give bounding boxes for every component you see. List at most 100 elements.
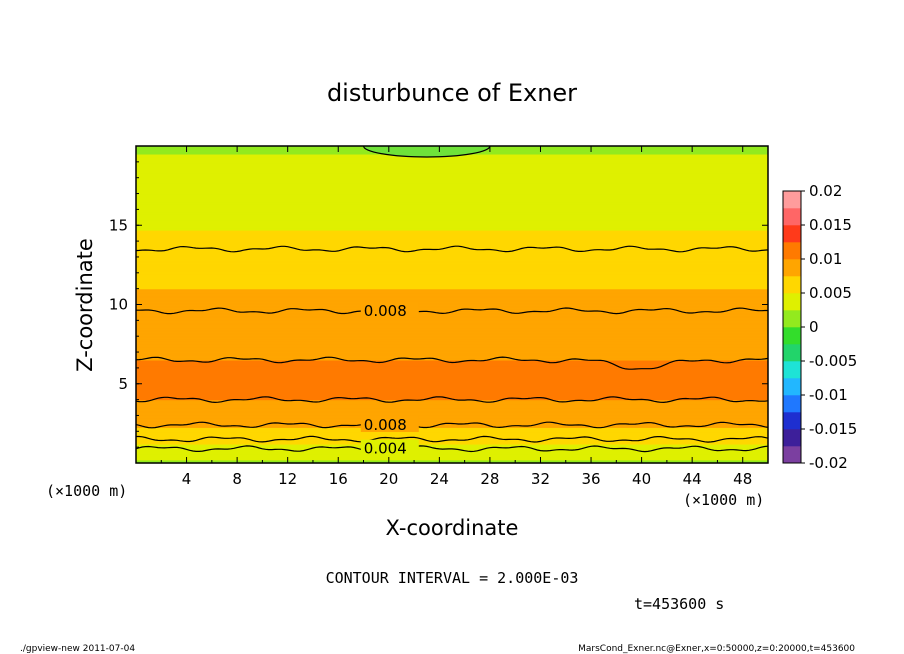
color-band: [136, 263, 768, 265]
color-band: [136, 241, 768, 243]
color-band: [136, 319, 768, 321]
color-band: [136, 350, 768, 352]
color-band: [136, 253, 768, 256]
color-band: [136, 381, 768, 383]
color-band: [136, 409, 768, 411]
color-band: [136, 233, 768, 236]
colorbar-cell: [783, 344, 801, 362]
color-band: [136, 339, 768, 341]
color-band: [136, 447, 768, 449]
color-band: [136, 213, 768, 215]
color-band: [136, 343, 768, 345]
color-band: [136, 189, 768, 191]
color-band: [136, 249, 768, 251]
color-band: [136, 181, 768, 184]
color-band: [136, 457, 768, 459]
color-band: [136, 283, 768, 286]
color-band: [136, 302, 768, 304]
contour-label-bg: [360, 301, 419, 318]
colorbar-cell: [783, 259, 801, 277]
color-band: [136, 161, 768, 164]
color-band: [136, 220, 768, 222]
colorbar-cell: [783, 327, 801, 345]
color-band: [136, 390, 768, 392]
color-band: [136, 210, 768, 213]
color-band: [136, 392, 768, 394]
color-band: [136, 443, 768, 446]
color-band: [136, 172, 768, 174]
color-band: [136, 451, 768, 454]
color-band: [136, 355, 768, 357]
color-band: [136, 367, 768, 369]
color-band: [136, 386, 768, 389]
color-band: [136, 278, 768, 280]
color-band: [136, 204, 768, 207]
color-band: [136, 417, 768, 419]
colorbar-cell: [783, 310, 801, 328]
color-band: [136, 296, 768, 298]
color-band: [136, 249, 768, 252]
color-band: [136, 279, 768, 282]
color-band: [136, 312, 768, 314]
color-band: [136, 300, 768, 302]
color-band: [136, 297, 768, 299]
color-band: [136, 454, 768, 456]
color-band: [136, 206, 768, 208]
color-band: [136, 437, 768, 440]
color-band: [136, 446, 768, 448]
color-band: [136, 334, 768, 337]
color-band: [136, 317, 768, 319]
contour-line: [136, 307, 768, 315]
color-band: [136, 372, 768, 375]
color-band: [136, 234, 768, 237]
color-band: [136, 431, 768, 433]
color-band: [136, 207, 768, 209]
color-band: [136, 235, 768, 237]
color-band: [136, 310, 768, 312]
color-band: [136, 340, 768, 343]
color-band: [136, 357, 768, 359]
color-band: [136, 430, 768, 432]
color-band: [136, 443, 768, 445]
color-band: [136, 321, 768, 324]
color-band: [136, 186, 768, 188]
colorbar: 0.02 0.015 0.01 0.005 0 -0.005 -0.01 -0.015 -0.0…: [782, 182, 857, 472]
contour-label-bg: [360, 439, 419, 456]
color-band: [136, 207, 768, 210]
color-band: [136, 413, 768, 416]
color-band: [136, 192, 768, 195]
color-band: [136, 176, 768, 178]
color-band: [136, 364, 768, 367]
color-band: [136, 219, 768, 222]
color-band: [136, 257, 768, 260]
color-band: [136, 397, 768, 399]
color-band: [136, 345, 768, 348]
color-band: [136, 195, 768, 197]
color-band: [136, 332, 768, 334]
color-band: [136, 287, 768, 290]
contour-label: 0.008: [364, 302, 407, 320]
contour-line: [135, 445, 769, 453]
color-band: [136, 373, 768, 375]
color-band: [136, 248, 768, 250]
color-band: [136, 270, 768, 272]
color-band: [136, 420, 768, 423]
x-tick-label: 12: [278, 470, 297, 488]
color-band: [136, 246, 768, 249]
color-band: [136, 351, 768, 353]
color-band: [136, 252, 768, 255]
color-band: [136, 159, 768, 161]
color-band: [136, 291, 768, 294]
color-band: [136, 305, 768, 307]
color-band: [136, 333, 768, 335]
x-tick-label: 32: [531, 470, 550, 488]
color-band: [136, 272, 768, 274]
color-band: [136, 256, 768, 258]
color-band: [136, 424, 768, 426]
color-band: [136, 321, 768, 323]
color-band: [136, 371, 768, 374]
color-band: [136, 164, 768, 166]
color-band: [136, 224, 768, 226]
